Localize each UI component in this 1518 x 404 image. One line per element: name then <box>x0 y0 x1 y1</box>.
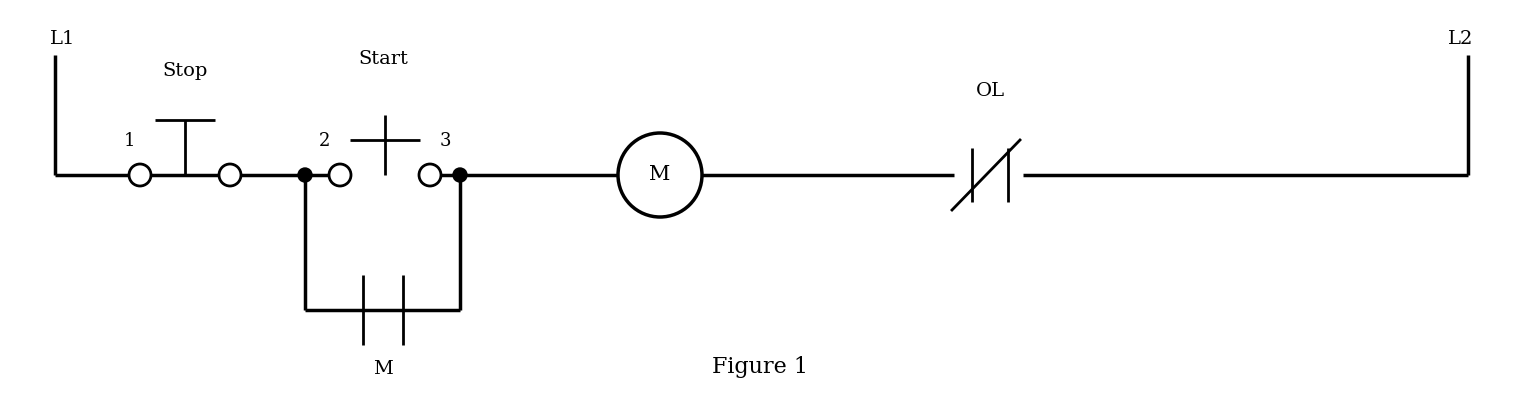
Text: L1: L1 <box>50 30 76 48</box>
Text: Start: Start <box>358 50 408 68</box>
Text: Figure 1: Figure 1 <box>712 356 808 378</box>
Text: L2: L2 <box>1448 30 1472 48</box>
Text: 1: 1 <box>124 132 135 150</box>
Text: 2: 2 <box>319 132 331 150</box>
Text: Stop: Stop <box>162 62 208 80</box>
Circle shape <box>298 168 313 182</box>
Text: M: M <box>650 166 671 185</box>
Text: 3: 3 <box>439 132 451 150</box>
Text: OL: OL <box>976 82 1005 100</box>
Text: M: M <box>373 360 393 378</box>
Circle shape <box>452 168 468 182</box>
